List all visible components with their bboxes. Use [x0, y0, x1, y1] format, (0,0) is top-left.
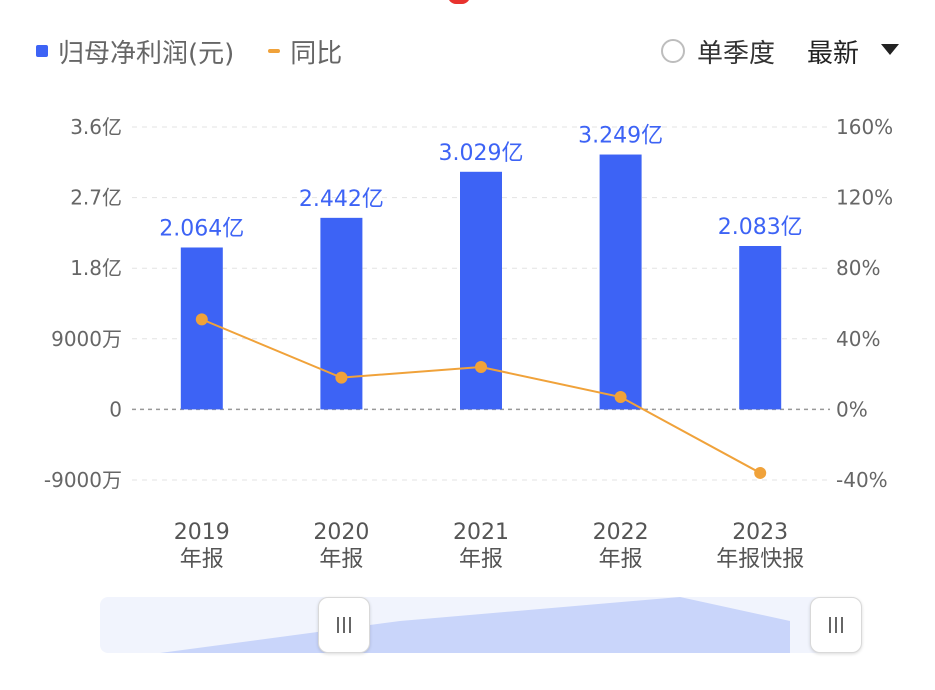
right-axis-tick-label: -40%	[836, 468, 888, 492]
top-decoration-mark	[448, 0, 470, 4]
category-year-label: 2020	[313, 520, 369, 545]
legend-item-net-profit[interactable]: 归母净利润(元)	[36, 33, 234, 70]
bar-2021	[460, 171, 502, 410]
legend-label-net-profit: 归母净利润(元)	[58, 38, 235, 69]
category-type-label: 年报	[319, 547, 363, 572]
right-axis-tick-label: 0%	[836, 397, 868, 421]
left-axis-tick-label: 1.8亿	[70, 256, 122, 280]
left-axis-tick-label: 9000万	[51, 327, 122, 351]
bar-layer	[180, 154, 782, 410]
bar-2019	[180, 247, 223, 410]
left-axis-tick-label: 0	[109, 397, 122, 421]
right-axis-tick-label: 120%	[836, 186, 893, 210]
bar-value-label: 3.249亿	[578, 124, 663, 149]
grip-icon	[337, 617, 351, 633]
category-type-label: 年报	[459, 547, 503, 572]
yoy-point-2023	[754, 466, 767, 479]
slider-area-shape	[100, 597, 790, 653]
slider-track	[100, 597, 860, 653]
right-axis-tick-label: 160%	[836, 115, 893, 139]
slider-preview-area	[100, 597, 790, 653]
range-slider[interactable]	[100, 597, 862, 653]
legend-item-yoy[interactable]: 同比	[268, 33, 342, 70]
bar-value-label: 2.064亿	[159, 216, 244, 241]
left-axis-tick-label: 3.6亿	[70, 115, 122, 139]
yoy-point-2020	[335, 371, 348, 384]
yoy-point-2021	[475, 361, 487, 374]
grip-icon	[829, 617, 843, 633]
caret-down-icon	[881, 43, 899, 55]
category-year-label: 2021	[453, 520, 509, 545]
category-type-label: 年报	[180, 547, 224, 572]
right-axis-tick-label: 80%	[836, 256, 880, 280]
slider-right-handle[interactable]	[810, 597, 862, 653]
yoy-point-2019	[195, 313, 208, 326]
bar-2022	[599, 154, 642, 410]
bar-2023	[739, 246, 782, 410]
yoy-point-2022	[614, 391, 627, 404]
category-type-label: 年报快报	[716, 547, 804, 572]
category-type-label: 年报	[599, 547, 643, 572]
line-layer	[195, 313, 767, 479]
single-quarter-label: 单季度	[696, 38, 775, 69]
chart-controls: 单季度 最新	[660, 28, 899, 74]
line-swatch-icon	[268, 49, 281, 53]
legend-label-yoy: 同比	[290, 38, 343, 69]
bar-value-label: 3.029亿	[439, 141, 524, 166]
left-axis-tick-label: 2.7亿	[70, 186, 122, 210]
category-year-label: 2019	[174, 520, 230, 545]
period-dropdown-label: 最新	[806, 38, 859, 69]
category-year-label: 2023	[732, 520, 788, 545]
bar-value-label: 2.442亿	[299, 187, 384, 212]
category-year-label: 2022	[593, 520, 649, 545]
slider-left-handle[interactable]	[318, 597, 370, 653]
radio-circle-icon	[660, 39, 685, 63]
chart-legend: 归母净利润(元) 同比	[36, 28, 376, 74]
grid-layer	[132, 126, 830, 481]
right-axis-tick-label: 40%	[836, 327, 880, 351]
period-dropdown[interactable]: 最新	[807, 33, 899, 70]
left-axis-tick-label: -9000万	[44, 468, 122, 492]
bar-swatch-icon	[36, 45, 48, 57]
label-layer: 3.6亿 2.7亿 1.8亿 9000万 0 -9000万 160% 120% 80% 40% 0%…	[44, 115, 893, 572]
bar-value-label: 2.083亿	[718, 215, 803, 240]
single-quarter-radio[interactable]: 单季度	[660, 33, 775, 70]
